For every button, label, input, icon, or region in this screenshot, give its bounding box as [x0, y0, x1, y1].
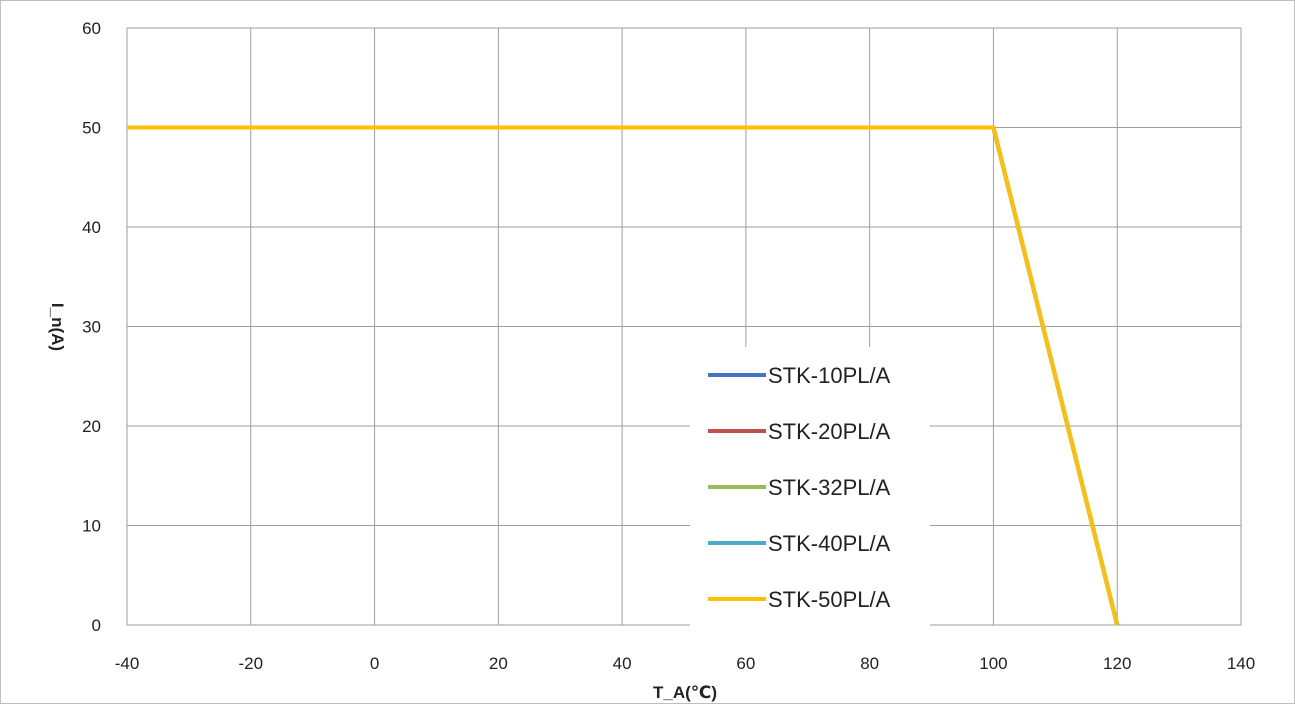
x-tick-label: 80: [860, 654, 879, 673]
legend-entry-label: STK-20PL/A: [768, 419, 891, 444]
y-tick-label: 20: [82, 417, 101, 436]
x-axis-title: T_A(℃): [653, 683, 717, 702]
x-tick-label: 0: [370, 654, 379, 673]
y-tick-label: 60: [82, 19, 101, 38]
x-tick-label: 60: [736, 654, 755, 673]
y-tick-label: 0: [92, 616, 101, 635]
legend-entry-label: STK-50PL/A: [768, 587, 891, 612]
series-line-5: [127, 125, 1120, 626]
legend-entry-label: STK-10PL/A: [768, 363, 891, 388]
x-tick-label: -20: [238, 654, 263, 673]
x-tick-label: 120: [1103, 654, 1131, 673]
legend: STK-10PL/A STK-20PL/A STK-32PL/A STK-40PL/A…: [690, 347, 930, 631]
legend-entry-label: STK-32PL/A: [768, 475, 891, 500]
x-tick-label: 140: [1227, 654, 1255, 673]
y-tick-label: 50: [82, 119, 101, 138]
y-tick-label: 10: [82, 517, 101, 536]
y-tick-label: 40: [82, 218, 101, 237]
legend-entry-label: STK-40PL/A: [768, 531, 891, 556]
y-axis-title: I_n(A): [48, 303, 67, 351]
tick-labels: -40 -20 0 20 40 60 80 100 120 140 0 10 20 30 40 50 60: [82, 19, 1255, 673]
x-tick-label: 40: [613, 654, 632, 673]
x-tick-label: -40: [115, 654, 140, 673]
y-tick-label: 30: [82, 318, 101, 337]
x-tick-label: 100: [979, 654, 1007, 673]
x-tick-label: 20: [489, 654, 508, 673]
series-lines: [127, 125, 1120, 626]
